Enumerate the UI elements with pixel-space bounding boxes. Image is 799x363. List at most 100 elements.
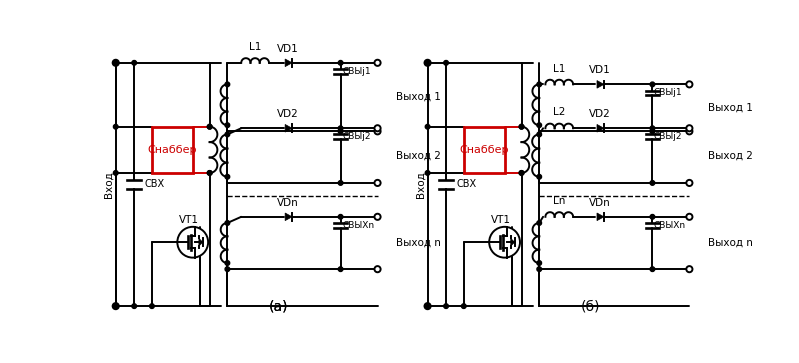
Circle shape: [650, 181, 654, 185]
Circle shape: [225, 132, 229, 137]
Circle shape: [519, 171, 524, 175]
Polygon shape: [285, 59, 292, 67]
Text: СВЫј2: СВЫј2: [654, 132, 682, 141]
Circle shape: [424, 60, 431, 66]
Text: VD2: VD2: [589, 109, 611, 119]
Text: VD2: VD2: [277, 109, 299, 119]
Text: СВЫј2: СВЫј2: [342, 132, 371, 141]
Text: VDn: VDn: [277, 197, 299, 208]
Text: L2: L2: [553, 107, 566, 118]
Circle shape: [113, 60, 119, 66]
Circle shape: [208, 171, 212, 175]
Circle shape: [338, 181, 343, 185]
Circle shape: [113, 171, 118, 175]
Polygon shape: [199, 238, 203, 246]
Circle shape: [375, 125, 380, 131]
Circle shape: [537, 175, 542, 179]
Text: СВЫј1: СВЫј1: [342, 67, 371, 76]
Circle shape: [686, 214, 693, 220]
Circle shape: [686, 266, 693, 272]
Circle shape: [443, 304, 448, 309]
Circle shape: [113, 61, 118, 65]
Circle shape: [537, 82, 542, 87]
Circle shape: [208, 125, 212, 129]
Circle shape: [375, 180, 380, 186]
Circle shape: [686, 81, 693, 87]
Circle shape: [519, 171, 524, 175]
Polygon shape: [597, 213, 604, 221]
Bar: [152, 127, 193, 173]
Text: СВХ: СВХ: [145, 179, 165, 189]
Polygon shape: [597, 125, 604, 132]
Circle shape: [650, 82, 654, 87]
Circle shape: [686, 125, 693, 131]
Text: (б): (б): [581, 300, 601, 314]
Text: СВЫХn: СВЫХn: [342, 221, 374, 230]
Circle shape: [338, 267, 343, 272]
Circle shape: [225, 82, 229, 87]
Circle shape: [225, 221, 229, 225]
Text: Выход n: Выход n: [396, 238, 441, 248]
Text: VT1: VT1: [179, 215, 199, 224]
Circle shape: [225, 267, 229, 272]
Circle shape: [113, 125, 118, 129]
Circle shape: [650, 126, 654, 131]
Circle shape: [424, 303, 431, 309]
Polygon shape: [511, 238, 515, 246]
Circle shape: [537, 267, 542, 272]
Circle shape: [113, 304, 118, 309]
Circle shape: [375, 60, 380, 66]
Circle shape: [650, 129, 654, 134]
Text: Выход n: Выход n: [708, 238, 753, 248]
Circle shape: [375, 128, 380, 134]
Circle shape: [225, 261, 229, 265]
Text: Выход 2: Выход 2: [396, 151, 441, 160]
Circle shape: [375, 266, 380, 272]
Circle shape: [338, 126, 343, 131]
Circle shape: [537, 123, 542, 127]
Polygon shape: [597, 81, 604, 88]
Circle shape: [338, 215, 343, 219]
Circle shape: [149, 304, 154, 309]
Circle shape: [537, 261, 542, 265]
Circle shape: [462, 304, 466, 309]
Circle shape: [425, 171, 430, 175]
Text: (а): (а): [269, 300, 288, 314]
Polygon shape: [285, 213, 292, 221]
Circle shape: [208, 125, 212, 129]
Text: VD1: VD1: [589, 65, 611, 75]
Text: Выход 2: Выход 2: [708, 151, 753, 160]
Circle shape: [338, 129, 343, 134]
Text: (а): (а): [269, 300, 288, 314]
Circle shape: [132, 304, 137, 309]
Circle shape: [425, 61, 430, 65]
Circle shape: [519, 125, 524, 129]
Text: Снаббер: Снаббер: [459, 145, 509, 155]
Text: VT1: VT1: [491, 215, 511, 224]
Polygon shape: [285, 125, 292, 132]
Text: Выход 1: Выход 1: [396, 92, 441, 102]
Circle shape: [519, 125, 524, 129]
Circle shape: [686, 180, 693, 186]
Text: Выход 1: Выход 1: [708, 103, 753, 113]
Text: СВХ: СВХ: [456, 179, 476, 189]
Text: Ln: Ln: [553, 196, 566, 206]
Circle shape: [132, 61, 137, 65]
Circle shape: [650, 215, 654, 219]
Text: Вход: Вход: [104, 171, 113, 198]
Text: Вход: Вход: [415, 171, 426, 198]
Circle shape: [225, 175, 229, 179]
Circle shape: [113, 303, 119, 309]
Circle shape: [375, 214, 380, 220]
Circle shape: [425, 125, 430, 129]
Circle shape: [537, 221, 542, 225]
Circle shape: [650, 267, 654, 272]
Text: Снаббер: Снаббер: [148, 145, 197, 155]
Bar: [463, 127, 505, 173]
Circle shape: [208, 171, 212, 175]
Text: VDn: VDn: [589, 197, 611, 208]
Circle shape: [225, 123, 229, 127]
Circle shape: [443, 61, 448, 65]
Circle shape: [489, 227, 520, 258]
Circle shape: [537, 132, 542, 137]
